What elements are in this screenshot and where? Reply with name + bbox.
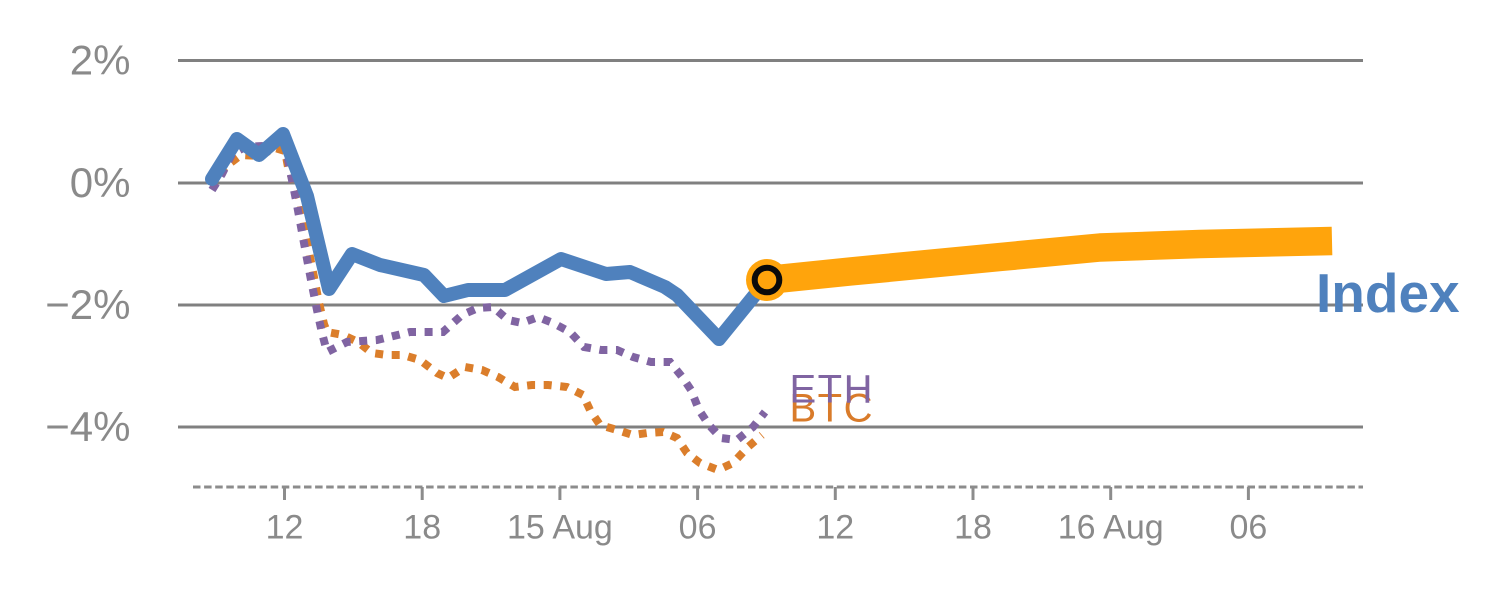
svg-text:12: 12 [816,509,854,547]
svg-text:06: 06 [1229,509,1267,547]
svg-text:15 Aug: 15 Aug [507,509,613,547]
svg-text:−2%: −2% [45,281,130,328]
svg-text:Index: Index [1316,262,1460,324]
svg-text:2%: 2% [70,37,131,84]
svg-text:0%: 0% [70,159,131,206]
svg-text:18: 18 [403,509,441,547]
svg-text:06: 06 [679,509,717,547]
svg-text:−4%: −4% [45,403,130,450]
svg-text:BTC: BTC [790,387,875,431]
svg-text:16 Aug: 16 Aug [1058,509,1164,547]
svg-text:ETH: ETH [790,368,875,412]
svg-text:12: 12 [266,509,304,547]
svg-text:18: 18 [954,509,992,547]
